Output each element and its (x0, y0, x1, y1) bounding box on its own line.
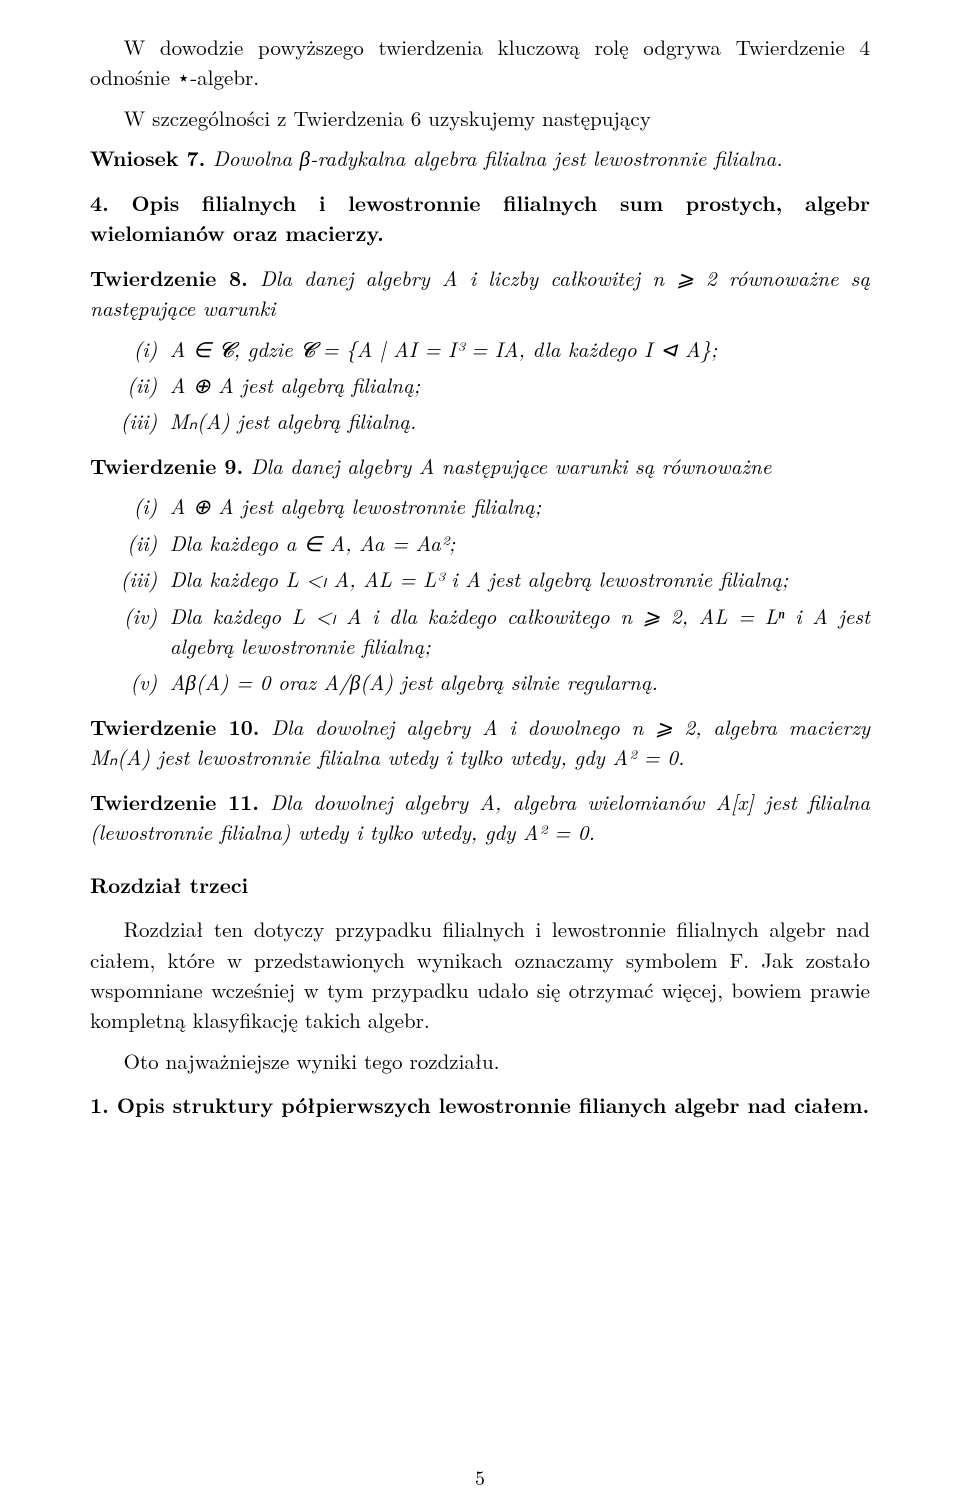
tw8-i-text: A ∈ 𝓒, gdzie 𝓒 = {A | AI = I³ = IA, dla … (170, 334, 870, 364)
tw9-ii-text: Dla każdego a ∈ A, Aa = Aa²; (170, 528, 870, 558)
twierdzenie-8-label: Twierdzenie 8. (90, 263, 248, 293)
twierdzenie-9-intro: Dla danej algebry A następujące warunki … (243, 451, 771, 481)
wniosek-7-label: Wniosek 7. (90, 143, 205, 173)
tw9-i-text: A ⊕ A jest algebrą lewostronnie filialną… (170, 491, 870, 521)
twierdzenie-11-label: Twierdzenie 11. (90, 787, 259, 817)
tw9-item-i: (i) A ⊕ A jest algebrą lewostronnie fili… (90, 491, 870, 521)
tw9-item-ii: (ii) Dla każdego a ∈ A, Aa = Aa²; (90, 528, 870, 558)
tw9-v-text: Aβ(A) = 0 oraz A/β(A) jest algebrą silni… (170, 667, 870, 697)
tw9-item-v: (v) Aβ(A) = 0 oraz A/β(A) jest algebrą s… (90, 667, 870, 697)
tw9-iii-label: (iii) (90, 564, 170, 594)
tw8-item-i: (i) A ∈ 𝓒, gdzie 𝓒 = {A | AI = I³ = IA, … (90, 334, 870, 364)
tw8-ii-text: A ⊕ A jest algebrą filialną; (170, 370, 870, 400)
wniosek-7: Wniosek 7. Dowolna β-radykalna algebra f… (90, 143, 870, 173)
section-1-heading: 1. Opis struktury półpierwszych lewostro… (90, 1090, 870, 1120)
twierdzenie-9-label: Twierdzenie 9. (90, 451, 243, 481)
page-number: 5 (0, 1462, 960, 1491)
tw8-i-label: (i) (90, 334, 170, 364)
tw8-item-ii: (ii) A ⊕ A jest algebrą filialną; (90, 370, 870, 400)
twierdzenie-8: Twierdzenie 8. Dla danej algebry A i lic… (90, 263, 870, 324)
paragraph-corollary-intro: W szczególności z Twierdzenia 6 uzyskuje… (90, 103, 870, 133)
wniosek-7-text: Dowolna β-radykalna algebra filialna jes… (205, 143, 782, 173)
tw9-v-label: (v) (90, 667, 170, 697)
tw8-iii-text: Mₙ(A) jest algebrą filialną. (170, 406, 870, 436)
tw9-iv-label: (iv) (90, 601, 170, 662)
rozdzial-trzeci-heading: Rozdział trzeci (90, 870, 870, 900)
tw9-item-iv: (iv) Dla każdego L <ₗ A i dla każdego ca… (90, 601, 870, 662)
tw8-ii-label: (ii) (90, 370, 170, 400)
twierdzenie-10-label: Twierdzenie 10. (90, 712, 259, 742)
twierdzenie-9: Twierdzenie 9. Dla danej algebry A nastę… (90, 451, 870, 481)
tw8-iii-label: (iii) (90, 406, 170, 436)
tw9-iv-text: Dla każdego L <ₗ A i dla każdego całkowi… (170, 601, 870, 662)
tw8-item-iii: (iii) Mₙ(A) jest algebrą filialną. (90, 406, 870, 436)
tw9-iii-text: Dla każdego L <ₗ A, AL = L³ i A jest alg… (170, 564, 870, 594)
tw9-item-iii: (iii) Dla każdego L <ₗ A, AL = L³ i A je… (90, 564, 870, 594)
rozdzial-trzeci-paragraph: Rozdział ten dotyczy przypadku filialnyc… (90, 914, 870, 1036)
section-4-heading: 4. Opis filialnych i lewostronnie filial… (90, 188, 870, 249)
twierdzenie-11: Twierdzenie 11. Dla dowolnej algebry A, … (90, 787, 870, 848)
tw9-i-label: (i) (90, 491, 170, 521)
tw9-ii-label: (ii) (90, 528, 170, 558)
wyniki-intro: Oto najważniejsze wyniki tego rozdziału. (90, 1046, 870, 1076)
page-container: W dowodzie powyższego twierdzenia kluczo… (0, 0, 960, 1511)
paragraph-proof-note: W dowodzie powyższego twierdzenia kluczo… (90, 32, 870, 93)
twierdzenie-10: Twierdzenie 10. Dla dowolnej algebry A i… (90, 712, 870, 773)
